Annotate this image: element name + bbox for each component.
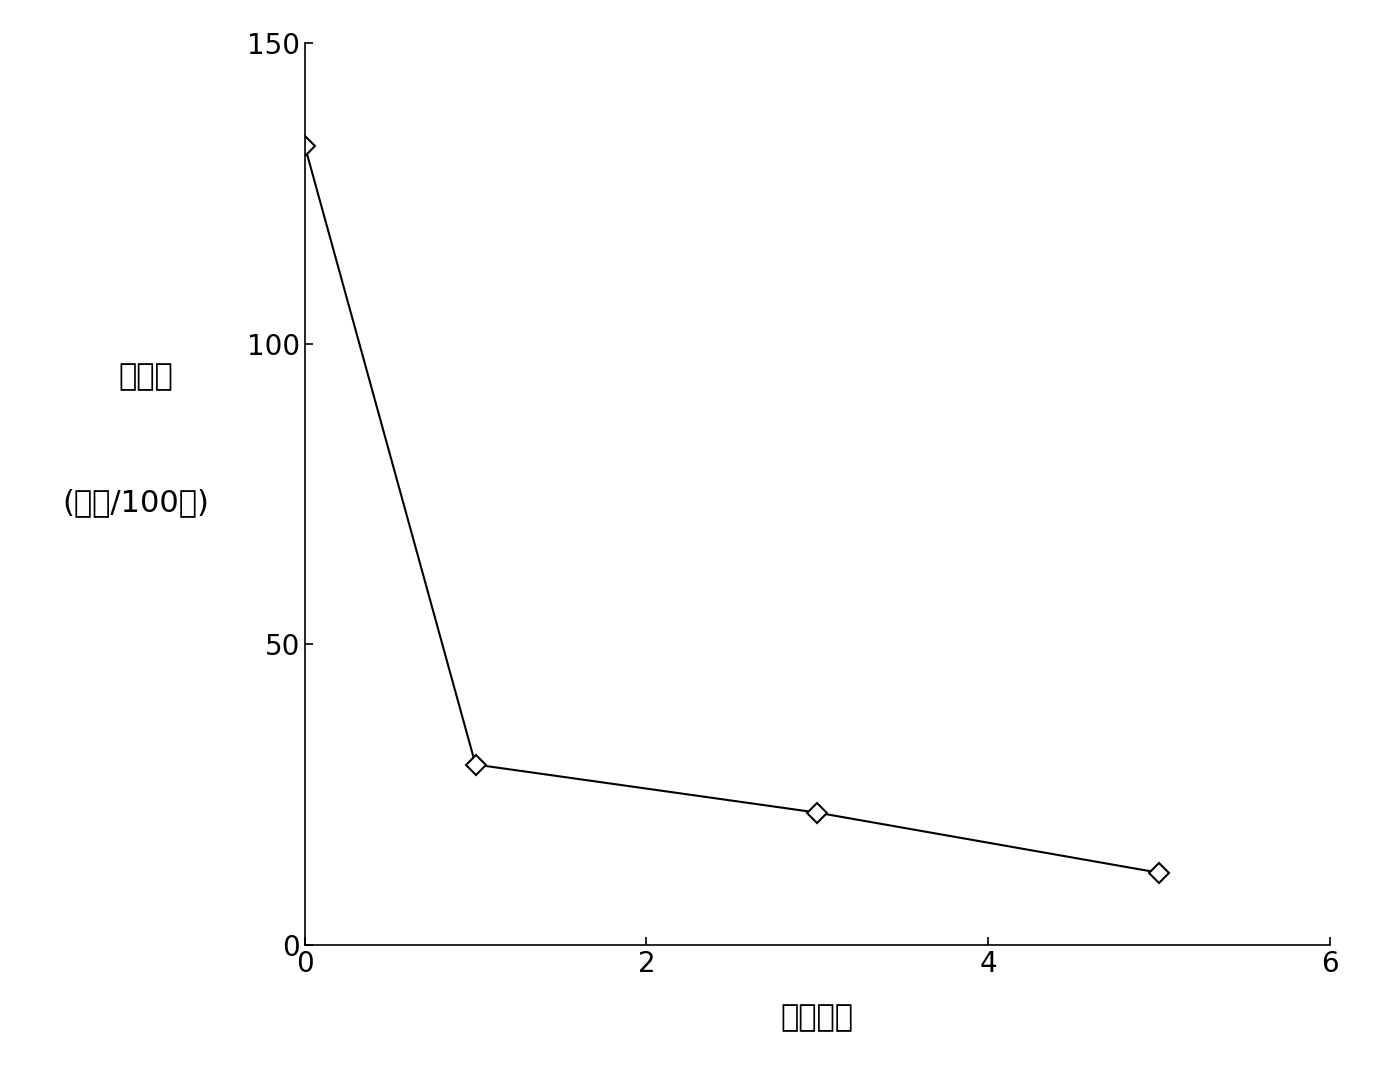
Text: (毫克/100克): (毫克/100克) (62, 489, 209, 518)
X-axis label: 处理次数: 处理次数 (781, 1002, 853, 1032)
Text: 胆固醇: 胆固醇 (119, 363, 173, 391)
